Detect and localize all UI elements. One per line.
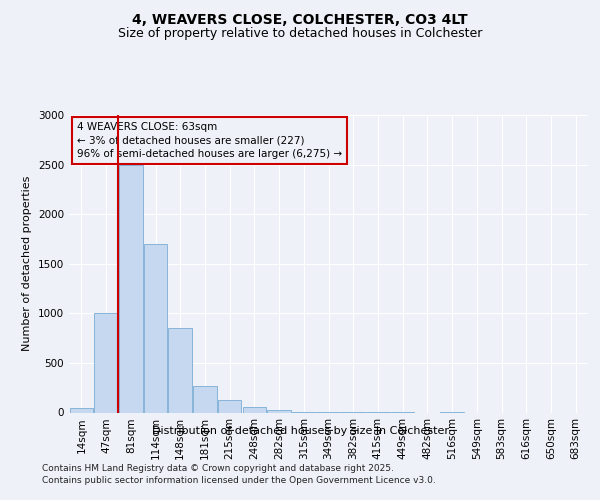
Text: Size of property relative to detached houses in Colchester: Size of property relative to detached ho… bbox=[118, 28, 482, 40]
Bar bbox=[70, 408, 93, 412]
Bar bbox=[119, 164, 143, 412]
Bar bbox=[144, 244, 167, 412]
Bar bbox=[169, 328, 192, 412]
Bar bbox=[268, 410, 291, 412]
Text: 4 WEAVERS CLOSE: 63sqm
← 3% of detached houses are smaller (227)
96% of semi-det: 4 WEAVERS CLOSE: 63sqm ← 3% of detached … bbox=[77, 122, 342, 159]
Text: Contains public sector information licensed under the Open Government Licence v3: Contains public sector information licen… bbox=[42, 476, 436, 485]
Text: Contains HM Land Registry data © Crown copyright and database right 2025.: Contains HM Land Registry data © Crown c… bbox=[42, 464, 394, 473]
Bar bbox=[242, 407, 266, 412]
Bar bbox=[94, 314, 118, 412]
Text: 4, WEAVERS CLOSE, COLCHESTER, CO3 4LT: 4, WEAVERS CLOSE, COLCHESTER, CO3 4LT bbox=[132, 12, 468, 26]
Y-axis label: Number of detached properties: Number of detached properties bbox=[22, 176, 32, 352]
Bar bbox=[193, 386, 217, 412]
Text: Distribution of detached houses by size in Colchester: Distribution of detached houses by size … bbox=[151, 426, 449, 436]
Bar bbox=[218, 400, 241, 412]
